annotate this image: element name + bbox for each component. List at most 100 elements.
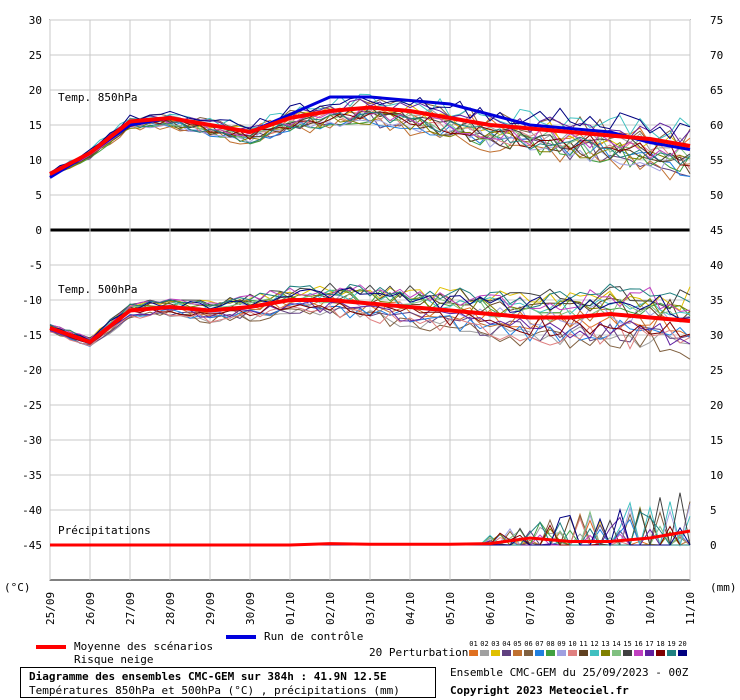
left-tick-label: 5 (35, 189, 42, 202)
axis-ticks: 302520151050-5-10-15-20-25-30-35-40-4575… (22, 14, 723, 625)
perturbation-number: 02 (480, 640, 489, 648)
perturbation-line (49, 111, 691, 178)
perturbation-number: 05 (513, 640, 522, 648)
right-tick-label: 40 (710, 259, 723, 272)
right-precip-tick-label: 10 (710, 469, 723, 482)
control-swatch (226, 635, 256, 639)
left-tick-label: 30 (29, 14, 42, 27)
perturbation-swatch (491, 650, 500, 656)
perturbation-line (49, 302, 691, 345)
perturbation-number: 12 (590, 640, 599, 648)
right-tick-label: 35 (710, 294, 723, 307)
right-tick-label: 30 (710, 329, 723, 342)
perturbation-swatch (546, 650, 555, 656)
right-precip-tick-label: 20 (710, 399, 723, 412)
perturbation-swatch (513, 650, 522, 656)
perturbation-number: 20 (678, 640, 687, 648)
left-tick-label: 25 (29, 49, 42, 62)
panel-label-850: Temp. 850hPa (58, 91, 137, 104)
perturbation-swatch (502, 650, 511, 656)
perturbation-swatch (656, 650, 665, 656)
perturbation-swatch (568, 650, 577, 656)
perturbation-line (49, 119, 691, 178)
date-tick-label: 04/10 (404, 592, 417, 625)
perturbation-swatch (557, 650, 566, 656)
perturbation-number: 19 (667, 640, 676, 648)
date-tick-label: 09/10 (604, 592, 617, 625)
perturbation-swatch (524, 650, 533, 656)
right-precip-tick-label: 15 (710, 434, 723, 447)
right-tick-label: 60 (710, 119, 723, 132)
date-tick-label: 05/10 (444, 592, 457, 625)
right-tick-label: 55 (710, 154, 723, 167)
perturbation-number: 13 (601, 640, 610, 648)
copyright: Copyright 2023 Meteociel.fr (450, 684, 629, 697)
perturbation-swatch (612, 650, 621, 656)
panel-label-500: Temp. 500hPa (58, 283, 137, 296)
perturbation-number: 15 (623, 640, 632, 648)
date-tick-label: 07/10 (524, 592, 537, 625)
mean-label: Moyenne des scénarios (74, 640, 214, 653)
left-tick-label: -45 (22, 539, 42, 552)
main-series (49, 95, 691, 547)
run-info: Ensemble CMC-GEM du 25/09/2023 - 00Z (450, 666, 689, 679)
left-tick-label: 0 (35, 224, 42, 237)
perturbation-line (49, 111, 691, 176)
mean-line-500 (49, 298, 691, 345)
date-tick-label: 26/09 (84, 592, 97, 625)
date-tick-label: 03/10 (364, 592, 377, 625)
right-tick-label: 25 (710, 364, 723, 377)
left-axis-unit: (°C) (4, 581, 31, 594)
mean-line-precip (50, 529, 691, 547)
perturbation-number: 03 (491, 640, 500, 648)
footer-box: Diagramme des ensembles CMC-GEM sur 384h… (20, 667, 436, 698)
perturbations-label: 20 Perturbations (369, 646, 475, 659)
left-tick-label: -15 (22, 329, 42, 342)
left-tick-label: -10 (22, 294, 42, 307)
perturbation-line (49, 307, 691, 360)
perturbation-number: 14 (612, 640, 621, 648)
perturbation-number: 04 (502, 640, 511, 648)
footer-subtitle: Températures 850hPa et 500hPa (°C) , pré… (29, 684, 400, 697)
date-tick-label: 30/09 (244, 592, 257, 625)
right-precip-tick-label: 5 (710, 504, 717, 517)
perturbation-swatch (579, 650, 588, 656)
perturbation-swatch (601, 650, 610, 656)
left-tick-label: -40 (22, 504, 42, 517)
perturbation-swatch (535, 650, 544, 656)
date-tick-label: 27/09 (124, 592, 137, 625)
perturbation-number: 10 (568, 640, 577, 648)
snow-label: Risque neige (74, 653, 154, 666)
perturbation-number: 06 (524, 640, 533, 648)
perturbation-line (49, 305, 691, 350)
perturbation-number: 18 (656, 640, 665, 648)
mean-line-850 (49, 105, 691, 176)
date-tick-label: 08/10 (564, 592, 577, 625)
right-tick-label: 75 (710, 14, 723, 27)
date-tick-label: 29/09 (204, 592, 217, 625)
left-tick-label: 15 (29, 119, 42, 132)
perturbation-line (49, 111, 691, 177)
right-tick-label: 45 (710, 224, 723, 237)
left-tick-label: -5 (29, 259, 42, 272)
perturbation-swatch (480, 650, 489, 656)
perturbation-number: 08 (546, 640, 555, 648)
perturbation-number: 09 (557, 640, 566, 648)
date-tick-label: 25/09 (44, 592, 57, 625)
date-tick-label: 02/10 (324, 592, 337, 625)
left-tick-label: 10 (29, 154, 42, 167)
left-tick-label: -35 (22, 469, 42, 482)
perturbation-number: 01 (469, 640, 478, 648)
perturbation-line (49, 287, 691, 342)
perturbation-swatch (634, 650, 643, 656)
footer-title: Diagramme des ensembles CMC-GEM sur 384h… (29, 670, 387, 683)
perturbation-swatch (667, 650, 676, 656)
right-axis-unit: (mm) (710, 581, 737, 594)
right-precip-tick-label: 0 (710, 539, 717, 552)
perturbation-number: 07 (535, 640, 544, 648)
date-tick-label: 01/10 (284, 592, 297, 625)
date-tick-label: 28/09 (164, 592, 177, 625)
mean-swatch (36, 645, 66, 649)
perturbation-swatch (590, 650, 599, 656)
